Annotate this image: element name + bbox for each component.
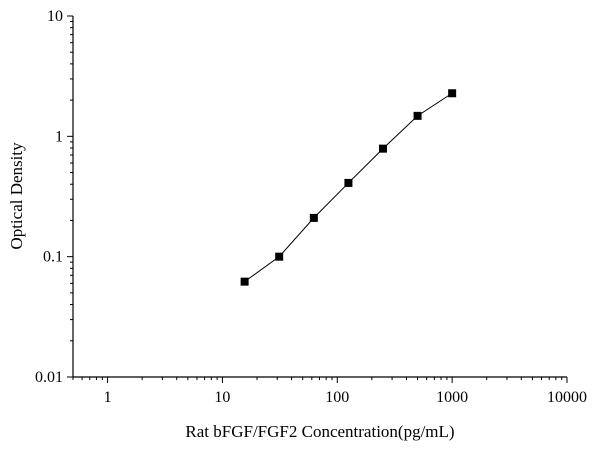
data-point [448,89,457,98]
x-tick-label: 1000 [436,389,468,406]
data-point [413,111,422,120]
x-tick-label: 10 [214,389,230,406]
axes [72,16,567,378]
y-tick-label: 0.1 [43,249,63,266]
y-tick-label: 1 [55,128,63,145]
data-point [240,277,249,286]
plot-area [240,89,457,286]
x-tick-label: 10000 [547,389,587,406]
data-point [275,252,284,261]
y-tick-label: 0.01 [35,369,63,386]
x-ticks: 1 10 100 1000 10000 [72,377,587,406]
x-tick-label: 100 [325,389,349,406]
y-tick-label: 10 [47,8,63,25]
y-ticks: 0.01 0.1 1 10 [35,8,73,386]
x-tick-label: 1 [104,389,112,406]
y-axis-label: Optical Density [7,142,26,250]
data-point [378,144,387,153]
data-point [309,213,318,222]
data-point [344,178,353,187]
x-axis-label: Rat bFGF/FGF2 Concentration(pg/mL) [185,422,454,441]
